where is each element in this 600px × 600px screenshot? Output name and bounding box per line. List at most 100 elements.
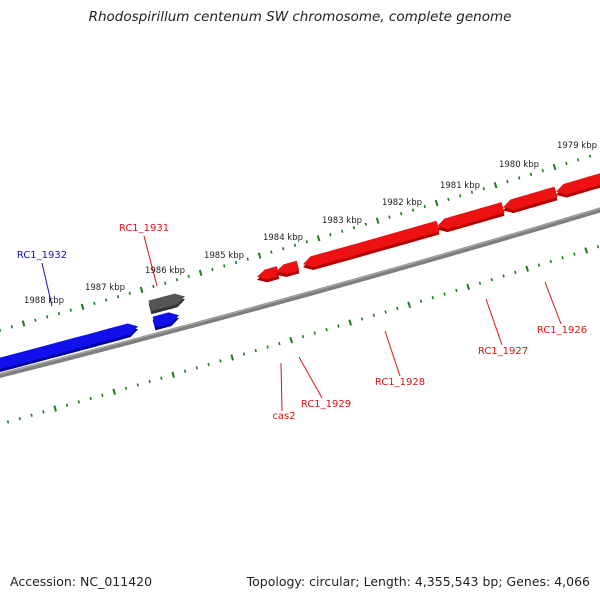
minor-tick [77,400,80,404]
minor-tick [175,278,179,282]
minor-tick [482,187,485,191]
major-tick [112,388,116,395]
backbone-highlight [0,207,600,375]
minor-tick [506,179,509,184]
gene-label: RC1_1931 [119,223,169,234]
accession-text: Accession: NC_011420 [10,574,153,589]
scale-label: 1987 kbp [85,283,125,293]
leader-line [143,235,158,287]
gene-label: cas2 [272,411,295,422]
minor-tick [65,403,69,407]
gene-rc1-1926-body [503,186,558,211]
minor-tick [384,310,387,314]
major-tick [139,286,144,294]
minor-tick [490,277,493,282]
minor-tick [18,416,21,421]
minor-tick [541,169,544,173]
minor-tick [577,158,580,162]
minor-tick [34,318,37,322]
minor-tick [529,172,533,177]
minor-tick [301,334,305,339]
scale-label: 1981 kbp [440,181,480,191]
minor-tick [160,376,163,380]
minor-tick [282,247,285,251]
minor-tick [313,331,316,335]
major-tick [552,163,557,171]
minor-tick [388,215,391,219]
minor-tick [537,263,541,267]
minor-tick [518,176,521,180]
minor-tick [549,259,552,264]
gene-rc1-1927 [437,202,505,233]
minor-tick [455,288,458,293]
chromosome-backbone [0,207,600,379]
minor-tick [30,413,33,417]
scale-label: 1982 kbp [382,198,422,208]
minor-tick [352,226,356,230]
major-tick [466,283,471,291]
gene-cas2-body [257,266,280,280]
major-tick [493,181,498,189]
minor-tick [211,267,214,272]
minor-tick [270,250,273,254]
gene-rc1-1929 [276,260,300,277]
minor-tick [116,295,120,299]
gene-label: RC1_1927 [478,346,528,357]
minor-tick [105,298,108,302]
major-tick [434,199,439,207]
major-tick [348,319,353,326]
minor-tick [42,410,45,414]
labels: 1979 kbp 1980 kbp 1981 kbp 1982 kbp 1983 kbp… [17,141,597,422]
major-tick [584,247,589,254]
minor-tick [6,420,10,424]
gene-rc1-1928-body [303,220,440,267]
minor-tick [293,243,297,247]
gene-cas2 [257,266,280,283]
minor-tick [364,222,367,226]
scale-label: 1980 kbp [499,160,539,170]
minor-tick [502,274,505,278]
minor-tick [101,393,104,397]
major-tick [53,405,57,412]
scale-label: 1985 kbp [204,251,244,261]
minor-tick [596,245,600,249]
gene-rc1-1925-body [556,173,600,195]
major-tick [407,301,412,308]
minor-tick [470,190,474,194]
gene-rc1-1931-reverse-part-body [152,312,179,328]
gene-features [0,173,600,373]
leader-line [485,298,503,346]
leader-line [41,262,53,307]
minor-tick [372,313,375,318]
minor-tick [360,317,364,321]
minor-tick [57,311,61,316]
minor-tick [187,274,190,278]
minor-tick [443,292,446,296]
minor-tick [411,208,415,212]
minor-tick [329,233,332,237]
major-tick [257,252,262,259]
major-tick [230,354,234,361]
minor-tick [254,348,257,353]
minor-tick [234,260,238,265]
minor-tick [337,324,340,328]
minor-tick [124,386,128,391]
minor-tick [246,257,249,261]
gene-rc1-1927-body [437,202,505,230]
gene-label: RC1_1926 [537,325,587,336]
minor-tick [305,240,308,244]
major-tick [289,336,294,344]
major-tick [80,303,85,310]
minor-tick [278,341,281,346]
minor-tick [195,366,198,370]
major-tick [316,235,321,242]
minor-tick [136,383,139,387]
minor-tick [459,194,462,198]
minor-tick [396,306,399,311]
scale-label: 1986 kbp [145,266,185,276]
minor-tick [164,281,167,285]
minor-tick [431,295,434,300]
major-tick [21,320,26,327]
